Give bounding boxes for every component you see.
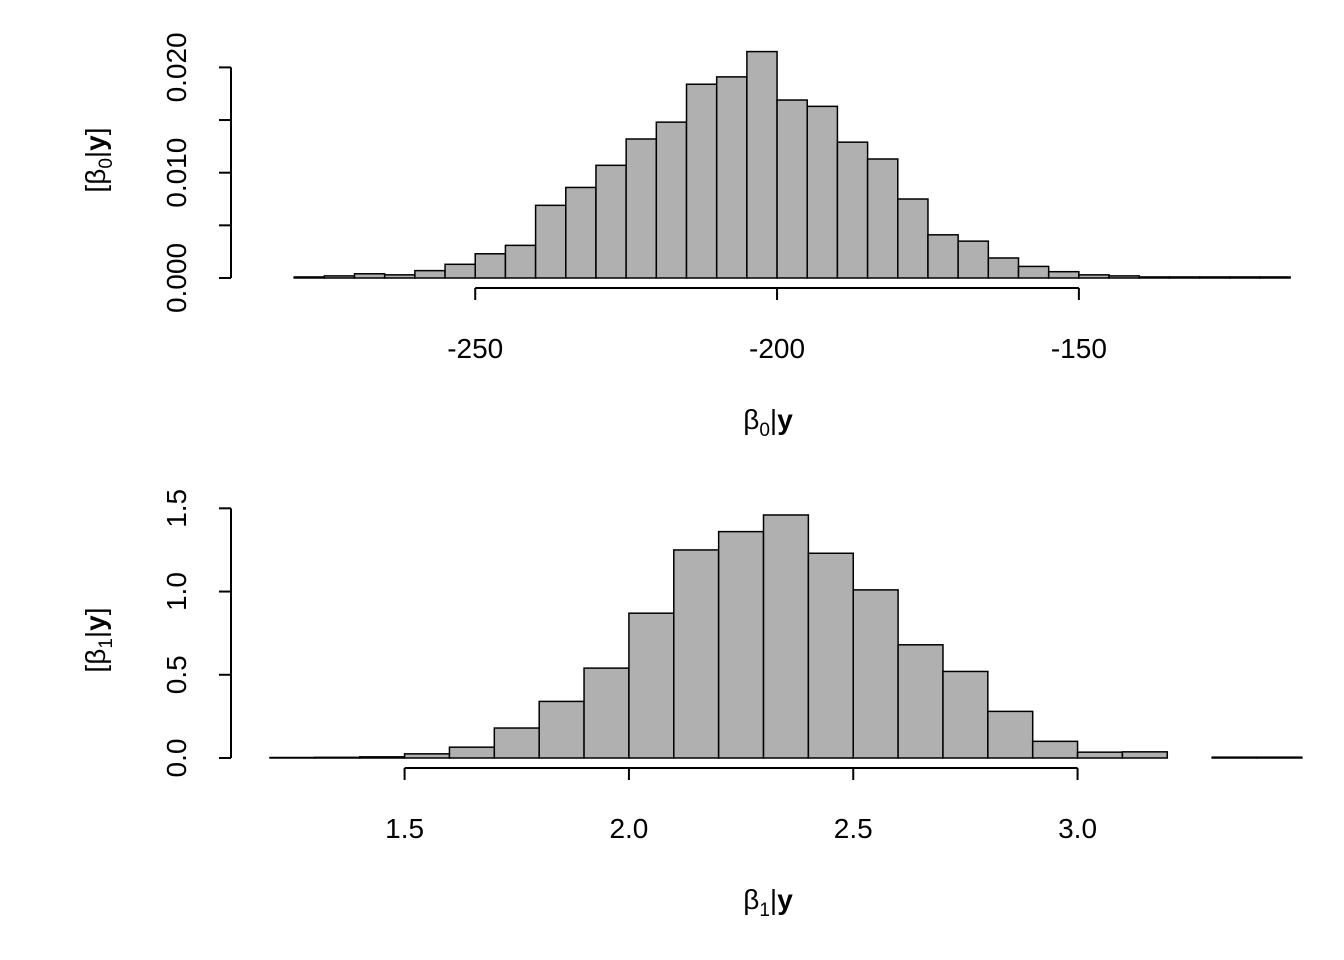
histogram-bar <box>1198 276 1231 279</box>
histogram-bar <box>358 756 406 759</box>
x-axis-title-sub: 0 <box>759 420 770 441</box>
histogram-bar <box>1138 276 1171 279</box>
histogram-bar <box>987 710 1034 759</box>
y-axis-title-open: [ <box>80 185 111 193</box>
x-tick-label: 1.5 <box>385 813 424 844</box>
histogram-bar <box>595 164 627 279</box>
histogram-bar <box>323 275 356 279</box>
histogram-bar <box>897 198 929 279</box>
histogram-bar <box>1211 756 1258 759</box>
histogram-bar <box>1017 265 1050 279</box>
x-tick-label: -150 <box>1051 333 1107 364</box>
histogram-bar <box>852 589 899 759</box>
x-tick-label: -250 <box>447 333 503 364</box>
y-axis-title-bold: y <box>80 135 111 151</box>
histogram-bar <box>538 700 585 759</box>
y-axis-title-sub: 0 <box>96 158 117 169</box>
histogram-bar <box>806 105 839 279</box>
histogram-bar <box>625 138 658 279</box>
histogram-bar <box>444 263 476 279</box>
histogram-bar <box>987 257 1020 279</box>
histogram-bar <box>504 244 537 279</box>
histogram-bar <box>474 253 507 279</box>
x-axis-title-bold: y <box>777 884 793 915</box>
x-tick-label: 2.0 <box>609 813 648 844</box>
y-tick-label: 0.000 <box>161 243 192 313</box>
x-tick-label: 2.5 <box>834 813 873 844</box>
y-axis-title: [β0|y] <box>80 127 117 192</box>
x-axis-title-bold: y <box>777 404 793 435</box>
histogram-bar <box>897 644 944 759</box>
histogram-bar <box>1168 276 1201 279</box>
panel-beta1: 1.5 2.0 2.5 3.00.00.51.01.5β1|y[β1|y] <box>80 489 1303 921</box>
histogram-bar <box>957 240 990 279</box>
y-axis-title-bar: | <box>80 631 111 638</box>
y-tick-label: 1.5 <box>161 489 192 528</box>
histogram-bar <box>673 549 720 759</box>
y-axis-title-bold: y <box>80 615 111 631</box>
histogram-bar <box>942 670 989 759</box>
y-axis-title: [β1|y] <box>80 607 117 672</box>
histogram-bar <box>776 99 808 279</box>
histogram-bar <box>1108 275 1140 279</box>
histogram-bar <box>715 76 748 279</box>
y-tick-label: 0.020 <box>161 32 192 102</box>
histogram-bar <box>534 204 567 279</box>
y-tick-label: 1.0 <box>161 572 192 611</box>
x-axis-title: β0|y <box>743 404 793 441</box>
y-axis-title-close: ] <box>80 607 111 615</box>
histogram-bar <box>1078 274 1110 279</box>
x-tick-label: 3.0 <box>1058 813 1097 844</box>
x-tick-label: -200 <box>749 333 805 364</box>
y-axis-title-sym: β <box>80 649 111 665</box>
histogram-bar <box>927 234 959 279</box>
histogram-bar <box>403 753 451 759</box>
bars-beta0 <box>293 50 1291 279</box>
histogram-bar <box>762 514 810 759</box>
histogram-bar <box>565 186 597 279</box>
y-axis-title-sym: β <box>80 169 111 185</box>
y-axis-title-close: ] <box>80 127 111 135</box>
histogram-bar <box>414 269 446 279</box>
histogram-bar <box>1031 740 1079 759</box>
x-axis-title-sub: 1 <box>759 900 770 921</box>
histogram-bar <box>1256 756 1303 759</box>
histogram-bar <box>1076 751 1124 759</box>
histogram-bar <box>655 121 688 279</box>
histogram-bar <box>1047 270 1080 279</box>
histogram-bar <box>293 276 326 279</box>
histogram-bar <box>314 756 361 759</box>
y-axis-title-open: [ <box>80 665 111 673</box>
histogram-bar <box>448 746 496 759</box>
histogram-bar <box>746 50 778 279</box>
histogram-bar <box>269 756 316 759</box>
y-axis-title-bar: | <box>80 151 111 158</box>
x-axis-title-sym: β <box>743 404 759 435</box>
histogram-bar <box>1121 751 1169 759</box>
y-tick-label: 0.5 <box>161 655 192 694</box>
y-tick-label: 0.0 <box>161 739 192 778</box>
histogram-bar <box>836 141 869 279</box>
histogram-bar <box>353 273 386 279</box>
y-tick-label: 0.010 <box>161 138 192 208</box>
histogram-bar <box>866 158 899 279</box>
histogram-bar <box>1229 276 1261 279</box>
x-axis-title-sym: β <box>743 884 759 915</box>
y-axis-title-sub: 1 <box>96 638 117 649</box>
x-axis-title-bar: | <box>770 884 777 915</box>
bars-beta1 <box>269 514 1303 759</box>
histogram-bar <box>383 274 416 279</box>
histogram-bar <box>685 83 718 279</box>
histogram-bar <box>628 612 675 759</box>
x-axis-title-bar: | <box>770 404 777 435</box>
histogram-bar <box>807 552 854 759</box>
histogram-bar <box>717 530 765 759</box>
histogram-bar <box>583 667 630 759</box>
histogram-bar <box>493 727 540 759</box>
x-axis-title: β1|y <box>743 884 793 921</box>
histogram-bar <box>1259 276 1291 279</box>
